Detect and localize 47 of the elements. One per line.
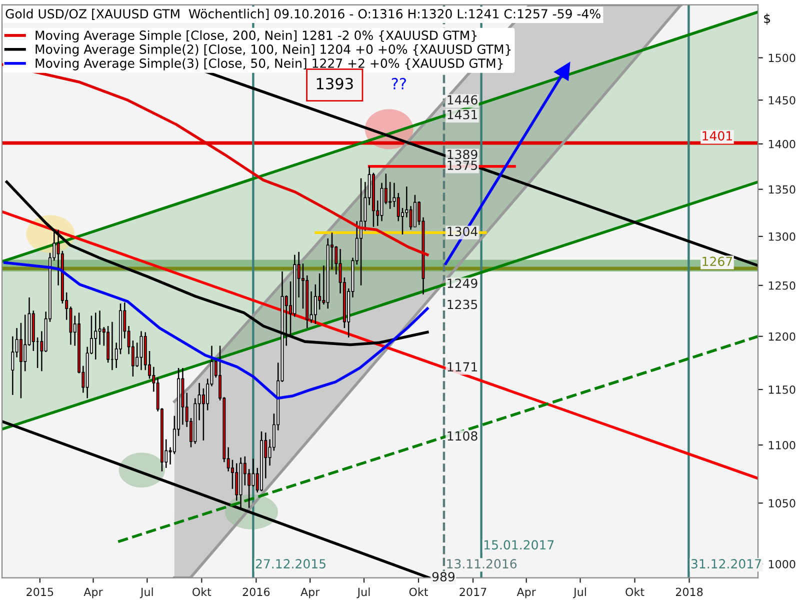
annotation: 1375 — [448, 160, 478, 170]
annotation: 1389 — [448, 150, 478, 160]
x-tick-label: 2017 — [460, 588, 486, 596]
y-axis-title: $ — [764, 13, 770, 25]
y-tick-label: 1100 — [768, 440, 796, 450]
y-tick-label: 1300 — [768, 232, 796, 241]
ref-line-label: 27.12.2015 — [256, 559, 326, 568]
x-tick-label: 2016 — [242, 588, 270, 596]
x-tick-label: Okt — [626, 588, 644, 596]
x-tick-label: 2018 — [676, 588, 703, 596]
annotation: ?? — [392, 78, 406, 90]
annotation: 1235 — [448, 300, 478, 310]
x-tick-label: Jul — [140, 588, 153, 598]
annotation: 1446 — [448, 95, 478, 105]
annotation: 989 — [432, 572, 455, 582]
x-tick-label: Apr — [300, 588, 320, 598]
annotation: 1249 — [448, 278, 478, 288]
y-tick-label: 1200 — [768, 332, 796, 341]
annotation: 1431 — [448, 110, 478, 120]
legend-label: Moving Average Simple(2) [Close, 100, Nein] 1204 +0 +0% {XAUUSD GTM} — [36, 44, 511, 56]
ref-line-label: 1267 — [702, 256, 732, 266]
y-tick-label: 1050 — [768, 499, 796, 508]
y-tick-label: 1450 — [768, 96, 796, 104]
y-tick-label: 1500 — [768, 54, 796, 62]
y-tick-label: 1400 — [768, 140, 796, 148]
ref-line-label: 31.12.2017 — [691, 559, 761, 568]
annotation: 1304 — [448, 226, 478, 236]
x-tick-label: Okt — [409, 588, 428, 596]
x-tick-label: Apr — [516, 588, 536, 598]
annotation: 1108 — [448, 431, 478, 441]
x-tick-label: Jul — [356, 588, 370, 598]
ref-line-label: 15.01.2017 — [484, 540, 554, 550]
x-tick-label: 2015 — [26, 588, 54, 596]
chart-title: Gold USD/OZ [XAUUSD GTM Wöchentlich] 09.10.2016 - O:1316 H:1320 L:1241 C:1257 -59 -4% — [6, 8, 600, 20]
annotation: 1171 — [448, 362, 478, 372]
y-tick-label: 1000 — [768, 560, 796, 568]
y-tick-label: 1250 — [768, 281, 796, 290]
y-tick-label: 1150 — [768, 385, 796, 394]
legend-label: Moving Average Simple [Close, 200, Nein] 1281 -2 0% {XAUUSD GTM} — [36, 30, 477, 42]
ref-line-label: 13.11.2016 — [447, 559, 517, 568]
x-tick-label: Apr — [84, 588, 103, 598]
ref-line-label: 1401 — [702, 131, 732, 141]
y-tick-label: 1350 — [768, 185, 796, 194]
x-tick-label: Jul — [572, 588, 586, 598]
legend-label: Moving Average Simple(3) [Close, 50, Nein] 1227 +2 +0% {XAUUSD GTM} — [36, 58, 503, 70]
x-tick-label: Okt — [192, 588, 212, 596]
annotation: 1393 — [316, 78, 353, 90]
